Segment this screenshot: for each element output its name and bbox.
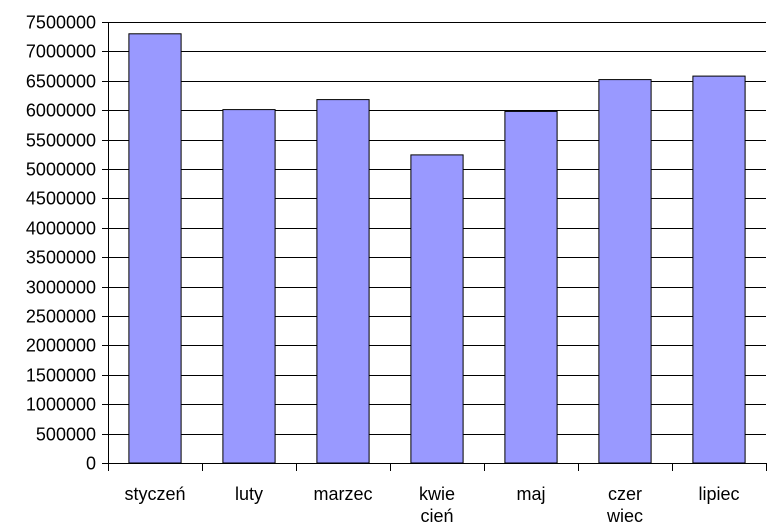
y-tick-label: 2500000	[26, 307, 96, 327]
y-tick-label: 6500000	[26, 72, 96, 92]
y-tick-label: 5000000	[26, 160, 96, 180]
bar	[128, 33, 182, 464]
y-tick-label: 3500000	[26, 248, 96, 268]
y-tick-label: 500000	[36, 425, 96, 445]
x-tick-label-line: cień	[420, 506, 453, 526]
x-tick-label: marzec	[313, 484, 372, 504]
y-tick-label: 1000000	[26, 395, 96, 415]
x-tick-label-line: czer	[608, 484, 642, 504]
x-tick-labels: styczeń luty marzec kwie cień maj czer wiec lipi…	[124, 484, 739, 526]
x-tick-label-line: styczeń	[124, 484, 185, 504]
x-tick-label-line: lipiec	[698, 484, 739, 504]
bar	[598, 79, 652, 464]
x-tick-label: czer wiec	[606, 484, 643, 526]
y-tick-label: 3000000	[26, 278, 96, 298]
y-tick-label: 2000000	[26, 336, 96, 356]
x-tick-label: maj	[516, 484, 545, 504]
bar	[316, 99, 370, 464]
y-tick-label: 7000000	[26, 42, 96, 62]
x-tick-label-line: wiec	[606, 506, 643, 526]
y-tick-labels: 0 500000 1000000 1500000 2000000 2500000 30000…	[26, 13, 96, 474]
y-tick-label: 4500000	[26, 189, 96, 209]
y-tick-label: 5500000	[26, 131, 96, 151]
x-tick-label-line: kwie	[419, 484, 455, 504]
bar	[410, 154, 464, 464]
bar	[692, 75, 746, 464]
x-tick-label: luty	[235, 484, 263, 504]
y-tick-label: 1500000	[26, 366, 96, 386]
y-tick-label: 6000000	[26, 101, 96, 121]
x-tick-label: lipiec	[698, 484, 739, 504]
bar	[504, 110, 558, 464]
x-tick-label-line: maj	[516, 484, 545, 504]
bars	[128, 33, 746, 464]
axes	[102, 22, 767, 471]
bar	[222, 109, 276, 464]
x-tick-label-line: marzec	[313, 484, 372, 504]
x-tick-label: kwie cień	[419, 484, 455, 526]
x-tick-label-line: luty	[235, 484, 263, 504]
y-tick-label: 0	[86, 454, 96, 474]
y-tick-label: 7500000	[26, 13, 96, 33]
x-tick-label: styczeń	[124, 484, 185, 504]
y-tick-label: 4000000	[26, 219, 96, 239]
